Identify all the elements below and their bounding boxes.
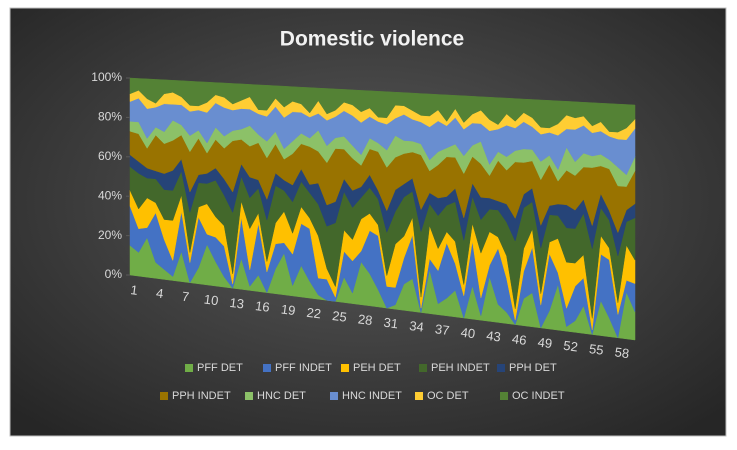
- x-tick-label: 4: [155, 285, 164, 301]
- x-tick-label: 22: [306, 305, 322, 322]
- x-tick-label: 52: [563, 338, 579, 355]
- legend-label: PPH DET: [509, 362, 557, 374]
- x-tick-label: 25: [331, 308, 347, 325]
- x-tick-label: 37: [434, 321, 450, 338]
- x-tick-label: 58: [614, 344, 630, 361]
- x-tick-label: 13: [229, 295, 245, 312]
- y-tick-label: 100%: [91, 70, 122, 84]
- legend-swatch: [160, 392, 168, 400]
- x-tick-label: 46: [511, 331, 527, 348]
- legend-label: HNC INDET: [342, 390, 402, 402]
- legend-swatch: [245, 392, 253, 400]
- legend-swatch: [497, 364, 505, 372]
- legend-label: PFF INDET: [275, 362, 332, 374]
- axes: 0% 20% 40% 60% 80% 100% 1 4 7 10 13 16 19 22 25 28 31 34 3…: [91, 70, 630, 361]
- legend-label: PEH INDET: [431, 362, 490, 374]
- y-tick-label: 0%: [105, 267, 123, 281]
- x-tick-label: 16: [254, 298, 270, 315]
- x-tick-label: 43: [485, 328, 501, 345]
- legend-label: PFF DET: [197, 362, 243, 374]
- x-tick-label: 1: [130, 282, 139, 298]
- legend-swatch: [419, 364, 427, 372]
- legend-label: OC DET: [427, 390, 469, 402]
- legend-swatch: [500, 392, 508, 400]
- x-tick-label: 49: [537, 334, 553, 351]
- legend-label: HNC DET: [257, 390, 306, 402]
- legend-swatch: [263, 364, 271, 372]
- plot-area: [129, 77, 636, 341]
- y-tick-label: 60%: [98, 149, 122, 163]
- x-tick-label: 19: [280, 301, 296, 318]
- x-tick-label: 10: [203, 291, 219, 308]
- legend-label: OC INDET: [512, 390, 565, 402]
- legend-swatch: [185, 364, 193, 372]
- x-tick-label: 7: [181, 289, 190, 305]
- area: [129, 77, 636, 133]
- legend-swatch: [341, 364, 349, 372]
- legend-label: PEH DET: [353, 362, 401, 374]
- legend-swatch: [330, 392, 338, 400]
- legend: PFF DET PFF INDET PEH DET PEH INDET PPH DET P…: [160, 362, 565, 402]
- y-tick-label: 20%: [98, 228, 122, 242]
- x-tick-label: 34: [408, 318, 424, 335]
- chart-title: Domestic violence: [280, 28, 464, 51]
- legend-swatch: [415, 392, 423, 400]
- x-tick-label: 40: [460, 325, 476, 342]
- x-tick-label: 31: [383, 315, 399, 332]
- y-tick-label: 80%: [98, 110, 122, 124]
- legend-label: PPH INDET: [172, 390, 231, 402]
- x-tick-label: 28: [357, 311, 373, 328]
- y-tick-label: 40%: [98, 188, 122, 202]
- x-tick-label: 55: [588, 341, 604, 358]
